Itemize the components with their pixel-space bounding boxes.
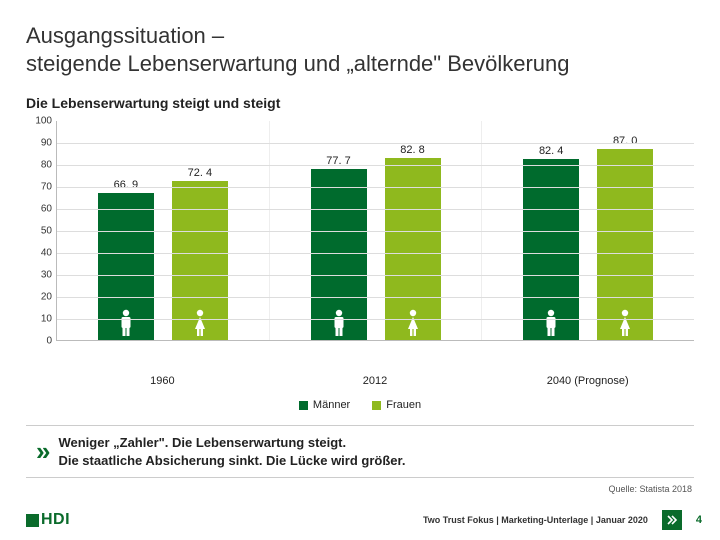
y-tick-label: 0 [46,336,52,347]
legend: Männer Frauen [26,399,694,411]
grid-line [57,187,694,188]
legend-label-male: Männer [313,399,350,411]
hdi-logo: HDI [26,511,70,529]
footer-info: Two Trust Fokus | Marketing-Unterlage | … [423,515,648,525]
callout-line-2: Die staatliche Absicherung sinkt. Die Lü… [58,453,405,468]
legend-item-female: Frauen [372,399,421,411]
brand-text: HDI [41,511,70,529]
legend-swatch-male [299,401,308,410]
bar-value-label: 72. 4 [188,167,212,179]
y-tick-label: 10 [41,314,52,325]
female-person-icon [190,309,210,337]
bar-column: 82. 8 [385,144,441,340]
bar-chart: 0102030405060708090100 66. 972. 477. 782… [26,121,694,371]
grid-line [57,275,694,276]
legend-item-male: Männer [299,399,350,411]
chart-subtitle: Die Lebenserwartung steigt und steigt [26,95,694,111]
bar [98,193,154,340]
male-person-icon [329,309,349,337]
grid-line [57,165,694,166]
y-tick-label: 30 [41,270,52,281]
plot-area: 66. 9 72. 4 77. 7 82. 8 82. 4 87. 0 [56,121,694,341]
grid-line [57,209,694,210]
male-person-icon [116,309,136,337]
bar-column: 66. 9 [98,179,154,340]
grid-line [57,253,694,254]
female-person-icon [615,309,635,337]
callout-box: » Weniger „Zahler". Die Lebenserwartung … [26,425,694,478]
bar [172,181,228,340]
y-tick-label: 40 [41,248,52,259]
y-tick-label: 80 [41,160,52,171]
bar [597,149,653,340]
female-person-icon [403,309,423,337]
bar [523,159,579,340]
bar-column: 82. 4 [523,145,579,340]
bar-value-label: 87. 0 [613,135,637,147]
title-line-1: Ausgangssituation – [26,23,224,48]
footer-logo-icon [662,510,682,530]
y-tick-label: 100 [35,116,52,127]
category-label: 2012 [269,371,482,389]
slide-footer: HDI Two Trust Fokus | Marketing-Unterlag… [26,510,702,530]
bar-value-label: 82. 8 [400,144,424,156]
y-tick-label: 20 [41,292,52,303]
grid-line [57,231,694,232]
bar-value-label: 82. 4 [539,145,563,157]
male-person-icon [541,309,561,337]
y-tick-label: 50 [41,226,52,237]
category-label: 2040 (Prognose) [481,371,694,389]
page-number: 4 [696,514,702,526]
x-axis-labels: 196020122040 (Prognose) [56,371,694,389]
callout-line-1: Weniger „Zahler". Die Lebenserwartung st… [58,435,346,450]
hdi-logo-square-icon [26,514,39,527]
y-tick-label: 60 [41,204,52,215]
bar-value-label: 66. 9 [114,179,138,191]
grid-line [57,297,694,298]
title-line-2: steigende Lebenserwartung und „alternde"… [26,51,570,76]
legend-label-female: Frauen [386,399,421,411]
grid-line [57,143,694,144]
slide-title: Ausgangssituation – steigende Lebenserwa… [26,22,694,77]
bar [385,158,441,340]
y-tick-label: 70 [41,182,52,193]
legend-swatch-female [372,401,381,410]
y-tick-label: 90 [41,138,52,149]
bar [311,169,367,340]
category-label: 1960 [56,371,269,389]
y-axis: 0102030405060708090100 [26,121,56,341]
callout-text: Weniger „Zahler". Die Lebenserwartung st… [58,434,405,469]
grid-line [57,319,694,320]
chevron-icon: » [32,436,42,467]
source-label: Quelle: Statista 2018 [26,484,694,494]
bar-column: 77. 7 [311,155,367,340]
